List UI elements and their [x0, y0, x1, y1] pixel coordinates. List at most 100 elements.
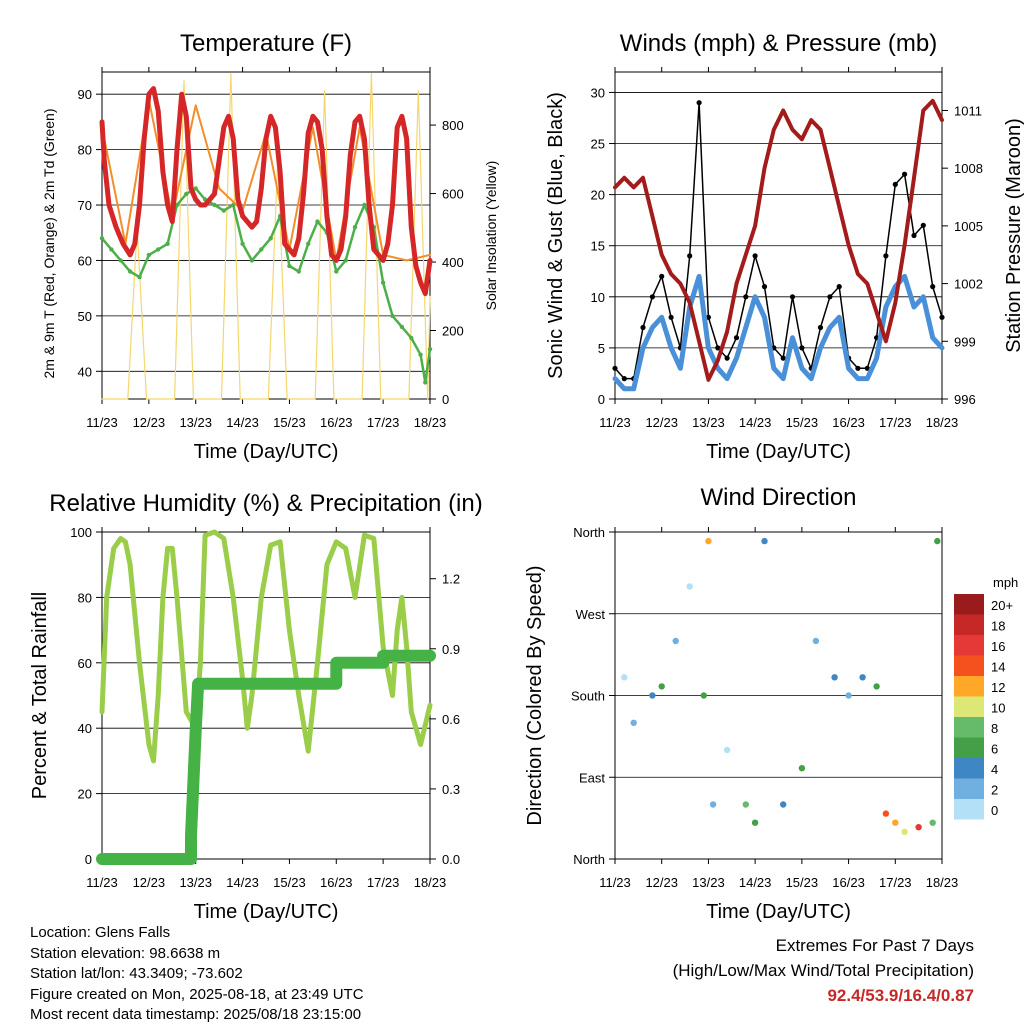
colorbar-cell: [954, 758, 984, 779]
series-td-point: [418, 352, 423, 357]
y-tick-label: North: [573, 852, 605, 867]
y-tick-label: 25: [591, 137, 605, 152]
direction-point: [621, 674, 628, 681]
series-td-point: [296, 269, 301, 274]
y-tick-label: 20: [78, 787, 92, 802]
y-tick-label: 40: [78, 364, 92, 379]
y-tick-label: 100: [70, 525, 92, 540]
direction-point: [780, 801, 787, 808]
x-tick-label: 17/23: [879, 875, 912, 890]
y-tick-label: 0: [598, 392, 605, 407]
y-right-tick-label: 1005: [954, 219, 983, 234]
series-solar-line: [101, 73, 431, 400]
direction-point: [761, 537, 768, 545]
series-td-point: [390, 313, 395, 319]
recent-text: Most recent data timestamp: 2025/08/18 2…: [30, 1006, 362, 1023]
x-tick-label: 13/23: [179, 415, 212, 430]
x-tick-label: 18/23: [414, 415, 447, 430]
direction-point: [751, 819, 759, 826]
y-right-axis-label: Station Pressure (Maroon): [1003, 118, 1024, 353]
y-tick-label: South: [571, 689, 605, 704]
x-tick-label: 12/23: [645, 415, 678, 430]
direction-point: [700, 692, 707, 699]
x-tick-label: 11/23: [599, 875, 631, 890]
y-tick-label: 30: [591, 85, 605, 100]
x-tick-label: 16/23: [320, 415, 353, 430]
x-tick-label: 12/23: [133, 415, 166, 430]
colorbar-cell: [954, 594, 984, 615]
colorbar-label: 0: [991, 803, 998, 818]
series-wind-line: [612, 273, 945, 392]
series-9m-line: [101, 98, 431, 262]
y-tick-label: 10: [591, 290, 605, 305]
direction-point: [934, 537, 941, 545]
x-tick-label: 16/23: [832, 875, 865, 890]
series-td-point: [287, 263, 292, 269]
colorbar-unit: mph: [993, 575, 1018, 590]
y-right-tick-label: 996: [954, 392, 976, 407]
y-axis-label: Sonic Wind & Gust (Blue, Black): [545, 92, 567, 379]
series-td-point: [212, 202, 217, 208]
colorbar-label: 20+: [991, 598, 1013, 613]
series-td-point: [380, 280, 386, 285]
x-tick-label: 15/23: [273, 415, 306, 430]
x-tick-label: 17/23: [367, 415, 400, 430]
series-td-point: [352, 225, 358, 230]
direction-point: [892, 819, 899, 826]
colorbar-cell: [954, 737, 984, 758]
series-td-point: [118, 258, 123, 263]
y-tick-label: 50: [78, 309, 92, 324]
y-tick-label: 60: [78, 253, 92, 268]
colorbar-cell: [954, 655, 984, 676]
y-tick-label: 0: [85, 852, 92, 867]
series-2m-line: [99, 86, 433, 297]
y-axis-label: Direction (Colored By Speed): [524, 565, 546, 825]
series-td-point: [184, 191, 189, 197]
direction-point: [742, 801, 749, 808]
x-tick-label: 16/23: [320, 875, 353, 890]
y-right-tick-label: 600: [442, 187, 464, 202]
series-td-point: [343, 258, 348, 263]
y-right-tick-label: 0.3: [442, 782, 460, 797]
y-right-tick-label: 1011: [954, 103, 982, 118]
elevation-text: Station elevation: 98.6638 m: [30, 944, 221, 962]
y-right-axis-label: Solar Insolation (Yellow): [483, 161, 499, 311]
series-td-point: [259, 247, 264, 252]
direction-point: [915, 824, 922, 831]
y-tick-label: 5: [598, 341, 605, 356]
series-gust-line: [614, 101, 943, 380]
series-td-point: [409, 335, 414, 341]
chart-title: Winds (mph) & Pressure (mb): [620, 30, 937, 57]
x-tick-label: 17/23: [367, 875, 400, 890]
series-rh-line: [99, 529, 433, 764]
colorbar-cell: [954, 717, 984, 738]
created-text: Figure created on Mon, 2025-08-18, at 23…: [30, 985, 364, 1003]
series-precip-line: [96, 649, 436, 865]
y-right-tick-label: 1002: [954, 277, 983, 292]
y-tick-label: 20: [591, 188, 605, 203]
colorbar-cell: [954, 799, 984, 820]
station-info: Location: Glens Falls Station elevation:…: [30, 923, 364, 1026]
colorbar-label: 18: [991, 619, 1005, 634]
x-tick-label: 12/23: [133, 875, 166, 890]
direction-point: [630, 719, 637, 726]
direction-point: [658, 683, 665, 690]
latlon-text: Station lat/lon: 43.3409; -73.602: [30, 965, 243, 982]
plot-frame: [614, 71, 943, 400]
series-td-point: [127, 269, 133, 274]
x-tick-label: 11/23: [599, 415, 631, 430]
series-td-point: [146, 252, 152, 258]
direction-point: [812, 637, 820, 645]
series-td-point: [137, 274, 142, 280]
chart-title: Temperature (F): [180, 30, 352, 57]
colorbar-cell: [954, 614, 984, 635]
colorbar-label: 14: [991, 660, 1005, 675]
series-td-point: [156, 247, 161, 252]
extremes-box: Extremes For Past 7 Days (High/Low/Max W…: [554, 933, 974, 1008]
series-td-point: [221, 208, 226, 213]
y-axis-label: 2m & 9m T (Red, Orange) & 2m Td (Green): [41, 109, 57, 379]
direction-point: [859, 674, 866, 681]
colorbar-label: 8: [991, 721, 998, 736]
direction-point: [882, 810, 890, 817]
chart-title: Wind Direction: [700, 484, 856, 511]
